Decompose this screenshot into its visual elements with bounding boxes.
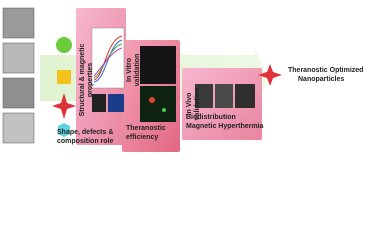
panel-caption: Theranostic — [126, 125, 166, 132]
plot-image — [91, 27, 125, 112]
result-star — [258, 64, 282, 86]
thumbnails — [2, 7, 35, 144]
cell-images — [140, 46, 176, 122]
result-label: Theranostic Optimized — [288, 67, 363, 74]
panel-caption: Shape, defects & — [57, 129, 113, 136]
panel-caption: Magnetic Hyperthermia — [186, 123, 264, 130]
panel-caption: Biodistribution — [186, 114, 236, 121]
panel-title: In Vitro — [126, 58, 133, 82]
panel-title: properties — [87, 63, 94, 97]
panel-title: validation — [194, 88, 201, 121]
graphical-abstract: Structural & magnetic properties Shape, de… — [2, 7, 363, 152]
result-label: Nanoparticles — [298, 76, 344, 83]
panel-caption: efficiency — [126, 134, 158, 141]
panel-title: In Vivo — [186, 93, 193, 116]
mri-images — [195, 84, 255, 108]
panel-caption: composition role — [57, 138, 114, 145]
panel-title: validation — [134, 54, 141, 87]
panel-title: Structural & magnetic — [79, 44, 86, 117]
shapes — [52, 37, 76, 137]
